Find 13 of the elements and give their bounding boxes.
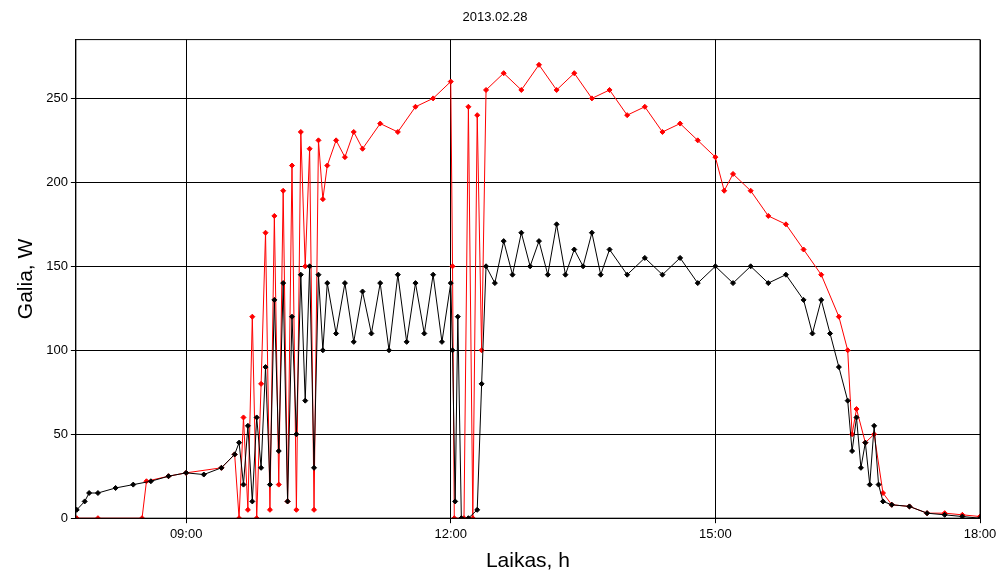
x-axis-title: Laikas, h <box>485 548 570 572</box>
y-tick-label: 150 <box>46 257 68 273</box>
y-tick-label: 50 <box>53 425 68 441</box>
y-tick-label: 100 <box>46 341 68 357</box>
y-tick-label: 200 <box>46 173 68 189</box>
y-axis-title: Galia, W <box>13 238 37 320</box>
x-tick-label: 18:00 <box>963 525 997 541</box>
chart-title: 2013.02.28 <box>462 9 528 25</box>
y-tick-label: 0 <box>60 509 68 525</box>
y-tick-label: 250 <box>46 89 68 105</box>
x-tick-label: 12:00 <box>434 525 468 541</box>
x-tick-label: 15:00 <box>699 525 732 541</box>
x-tick-label: 09:00 <box>169 525 203 541</box>
